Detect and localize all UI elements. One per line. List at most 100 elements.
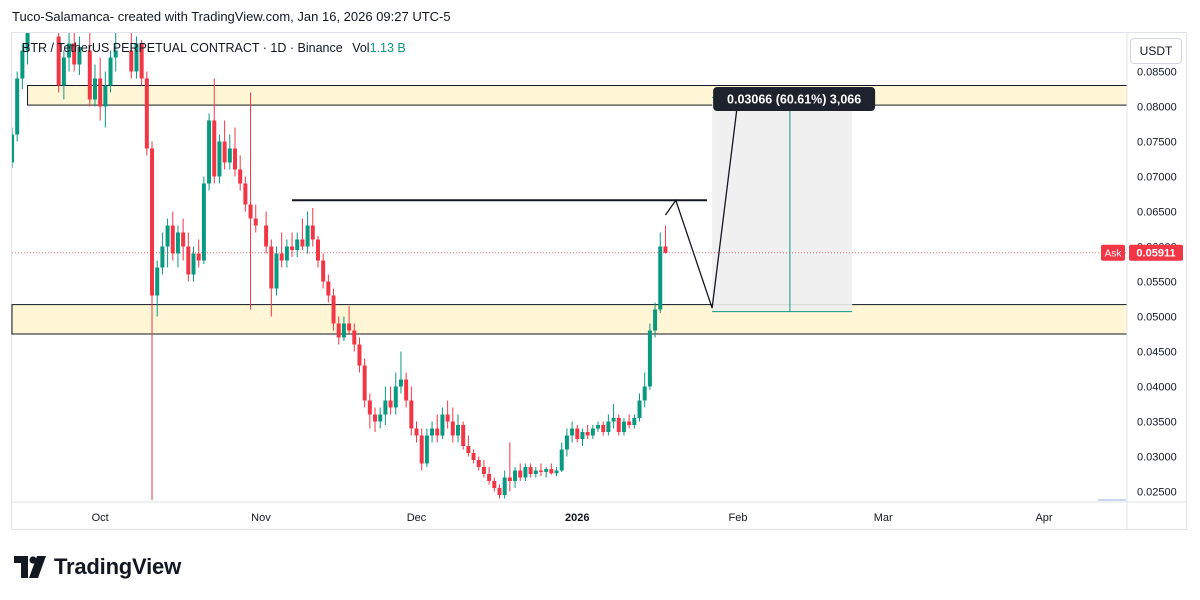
candle-body[interactable] <box>20 50 25 79</box>
candle-body[interactable] <box>414 428 419 436</box>
candle-body[interactable] <box>341 323 346 338</box>
candle-body[interactable] <box>367 400 372 415</box>
candle-body[interactable] <box>155 267 160 296</box>
candle-body[interactable] <box>315 239 320 261</box>
candle-body[interactable] <box>632 418 637 425</box>
candle-body[interactable] <box>523 467 528 478</box>
candle-body[interactable] <box>326 281 331 296</box>
candle-body[interactable] <box>103 85 108 107</box>
candle-body[interactable] <box>575 428 580 440</box>
candle-body[interactable] <box>373 414 378 422</box>
candle-body[interactable] <box>175 232 180 254</box>
candle-body[interactable] <box>507 477 512 482</box>
candle-body[interactable] <box>424 435 429 464</box>
candle-body[interactable] <box>160 246 165 268</box>
candle-body[interactable] <box>590 428 595 436</box>
candle-body[interactable] <box>637 400 642 419</box>
candle-body[interactable] <box>430 428 435 436</box>
candle-body[interactable] <box>528 467 533 474</box>
tradingview-logo[interactable]: TradingView <box>14 554 181 580</box>
candle-body[interactable] <box>310 225 315 240</box>
candle-body[interactable] <box>435 428 440 436</box>
candle-body[interactable] <box>170 225 175 254</box>
candle-body[interactable] <box>207 120 212 184</box>
candle-body[interactable] <box>388 400 393 408</box>
candle-body[interactable] <box>284 246 289 261</box>
candle-body[interactable] <box>445 414 450 422</box>
candle-body[interactable] <box>570 428 575 436</box>
candle-body[interactable] <box>549 469 554 474</box>
candle-body[interactable] <box>61 57 66 86</box>
candle-body[interactable] <box>264 225 269 247</box>
candle-body[interactable] <box>238 169 243 184</box>
candle-body[interactable] <box>87 50 92 100</box>
candle-body[interactable] <box>533 470 538 475</box>
candle-body[interactable] <box>596 425 601 429</box>
candle-body[interactable] <box>481 467 486 474</box>
candle-body[interactable] <box>98 78 103 107</box>
candle-body[interactable] <box>658 246 663 310</box>
candle-body[interactable] <box>331 295 336 324</box>
candle-body[interactable] <box>627 421 632 426</box>
candle-body[interactable] <box>186 246 191 275</box>
candle-body[interactable] <box>165 225 170 247</box>
candle-body[interactable] <box>616 418 621 432</box>
candle-body[interactable] <box>461 425 466 446</box>
candle-body[interactable] <box>108 57 113 86</box>
candle-body[interactable] <box>191 253 196 275</box>
candle-body[interactable] <box>134 43 139 72</box>
candle-body[interactable] <box>538 470 543 472</box>
candle-body[interactable] <box>227 148 232 163</box>
measure-box[interactable] <box>712 97 853 312</box>
candle-body[interactable] <box>559 449 564 471</box>
candle-body[interactable] <box>10 134 14 163</box>
candle-body[interactable] <box>544 469 549 472</box>
candle-body[interactable] <box>621 421 626 433</box>
resistance-zone[interactable] <box>27 85 1128 106</box>
candle-body[interactable] <box>513 470 518 482</box>
candle-body[interactable] <box>56 36 61 86</box>
candle-body[interactable] <box>404 379 409 401</box>
candle-body[interactable] <box>279 253 284 261</box>
candle-body[interactable] <box>305 225 310 247</box>
candle-body[interactable] <box>77 47 82 65</box>
candle-body[interactable] <box>585 432 590 436</box>
candle-body[interactable] <box>253 218 258 226</box>
candle-body[interactable] <box>601 425 606 432</box>
candle-body[interactable] <box>295 239 300 251</box>
candle-body[interactable] <box>440 414 445 436</box>
candle-body[interactable] <box>357 344 362 366</box>
candle-body[interactable] <box>212 120 217 177</box>
candle-body[interactable] <box>393 386 398 408</box>
chart-frame[interactable] <box>11 32 1187 530</box>
candle-body[interactable] <box>497 488 502 495</box>
candle-body[interactable] <box>352 330 357 345</box>
candle-body[interactable] <box>269 246 274 289</box>
candle-body[interactable] <box>300 239 305 247</box>
candle-body[interactable] <box>502 477 507 496</box>
candle-body[interactable] <box>347 323 352 331</box>
candle-body[interactable] <box>201 183 206 261</box>
candle-body[interactable] <box>554 470 559 474</box>
candle-body[interactable] <box>129 50 134 72</box>
candle-body[interactable] <box>409 400 414 429</box>
candle-body[interactable] <box>15 78 20 135</box>
candle-body[interactable] <box>139 43 144 79</box>
candle-body[interactable] <box>25 30 30 51</box>
candle-body[interactable] <box>450 421 455 436</box>
candle-body[interactable] <box>606 421 611 433</box>
candle-body[interactable] <box>144 78 149 149</box>
candle-body[interactable] <box>274 253 279 289</box>
candle-body[interactable] <box>217 141 222 177</box>
projection-path[interactable] <box>664 99 739 309</box>
candle-body[interactable] <box>456 425 460 436</box>
currency-button[interactable]: USDT <box>1130 38 1182 64</box>
candle-body[interactable] <box>487 474 492 481</box>
candle-body[interactable] <box>564 435 569 450</box>
candle-body[interactable] <box>92 78 97 100</box>
candle-body[interactable] <box>290 246 295 251</box>
candle-body[interactable] <box>336 323 341 338</box>
candle-body[interactable] <box>476 460 481 467</box>
support-zone[interactable] <box>11 304 1128 335</box>
